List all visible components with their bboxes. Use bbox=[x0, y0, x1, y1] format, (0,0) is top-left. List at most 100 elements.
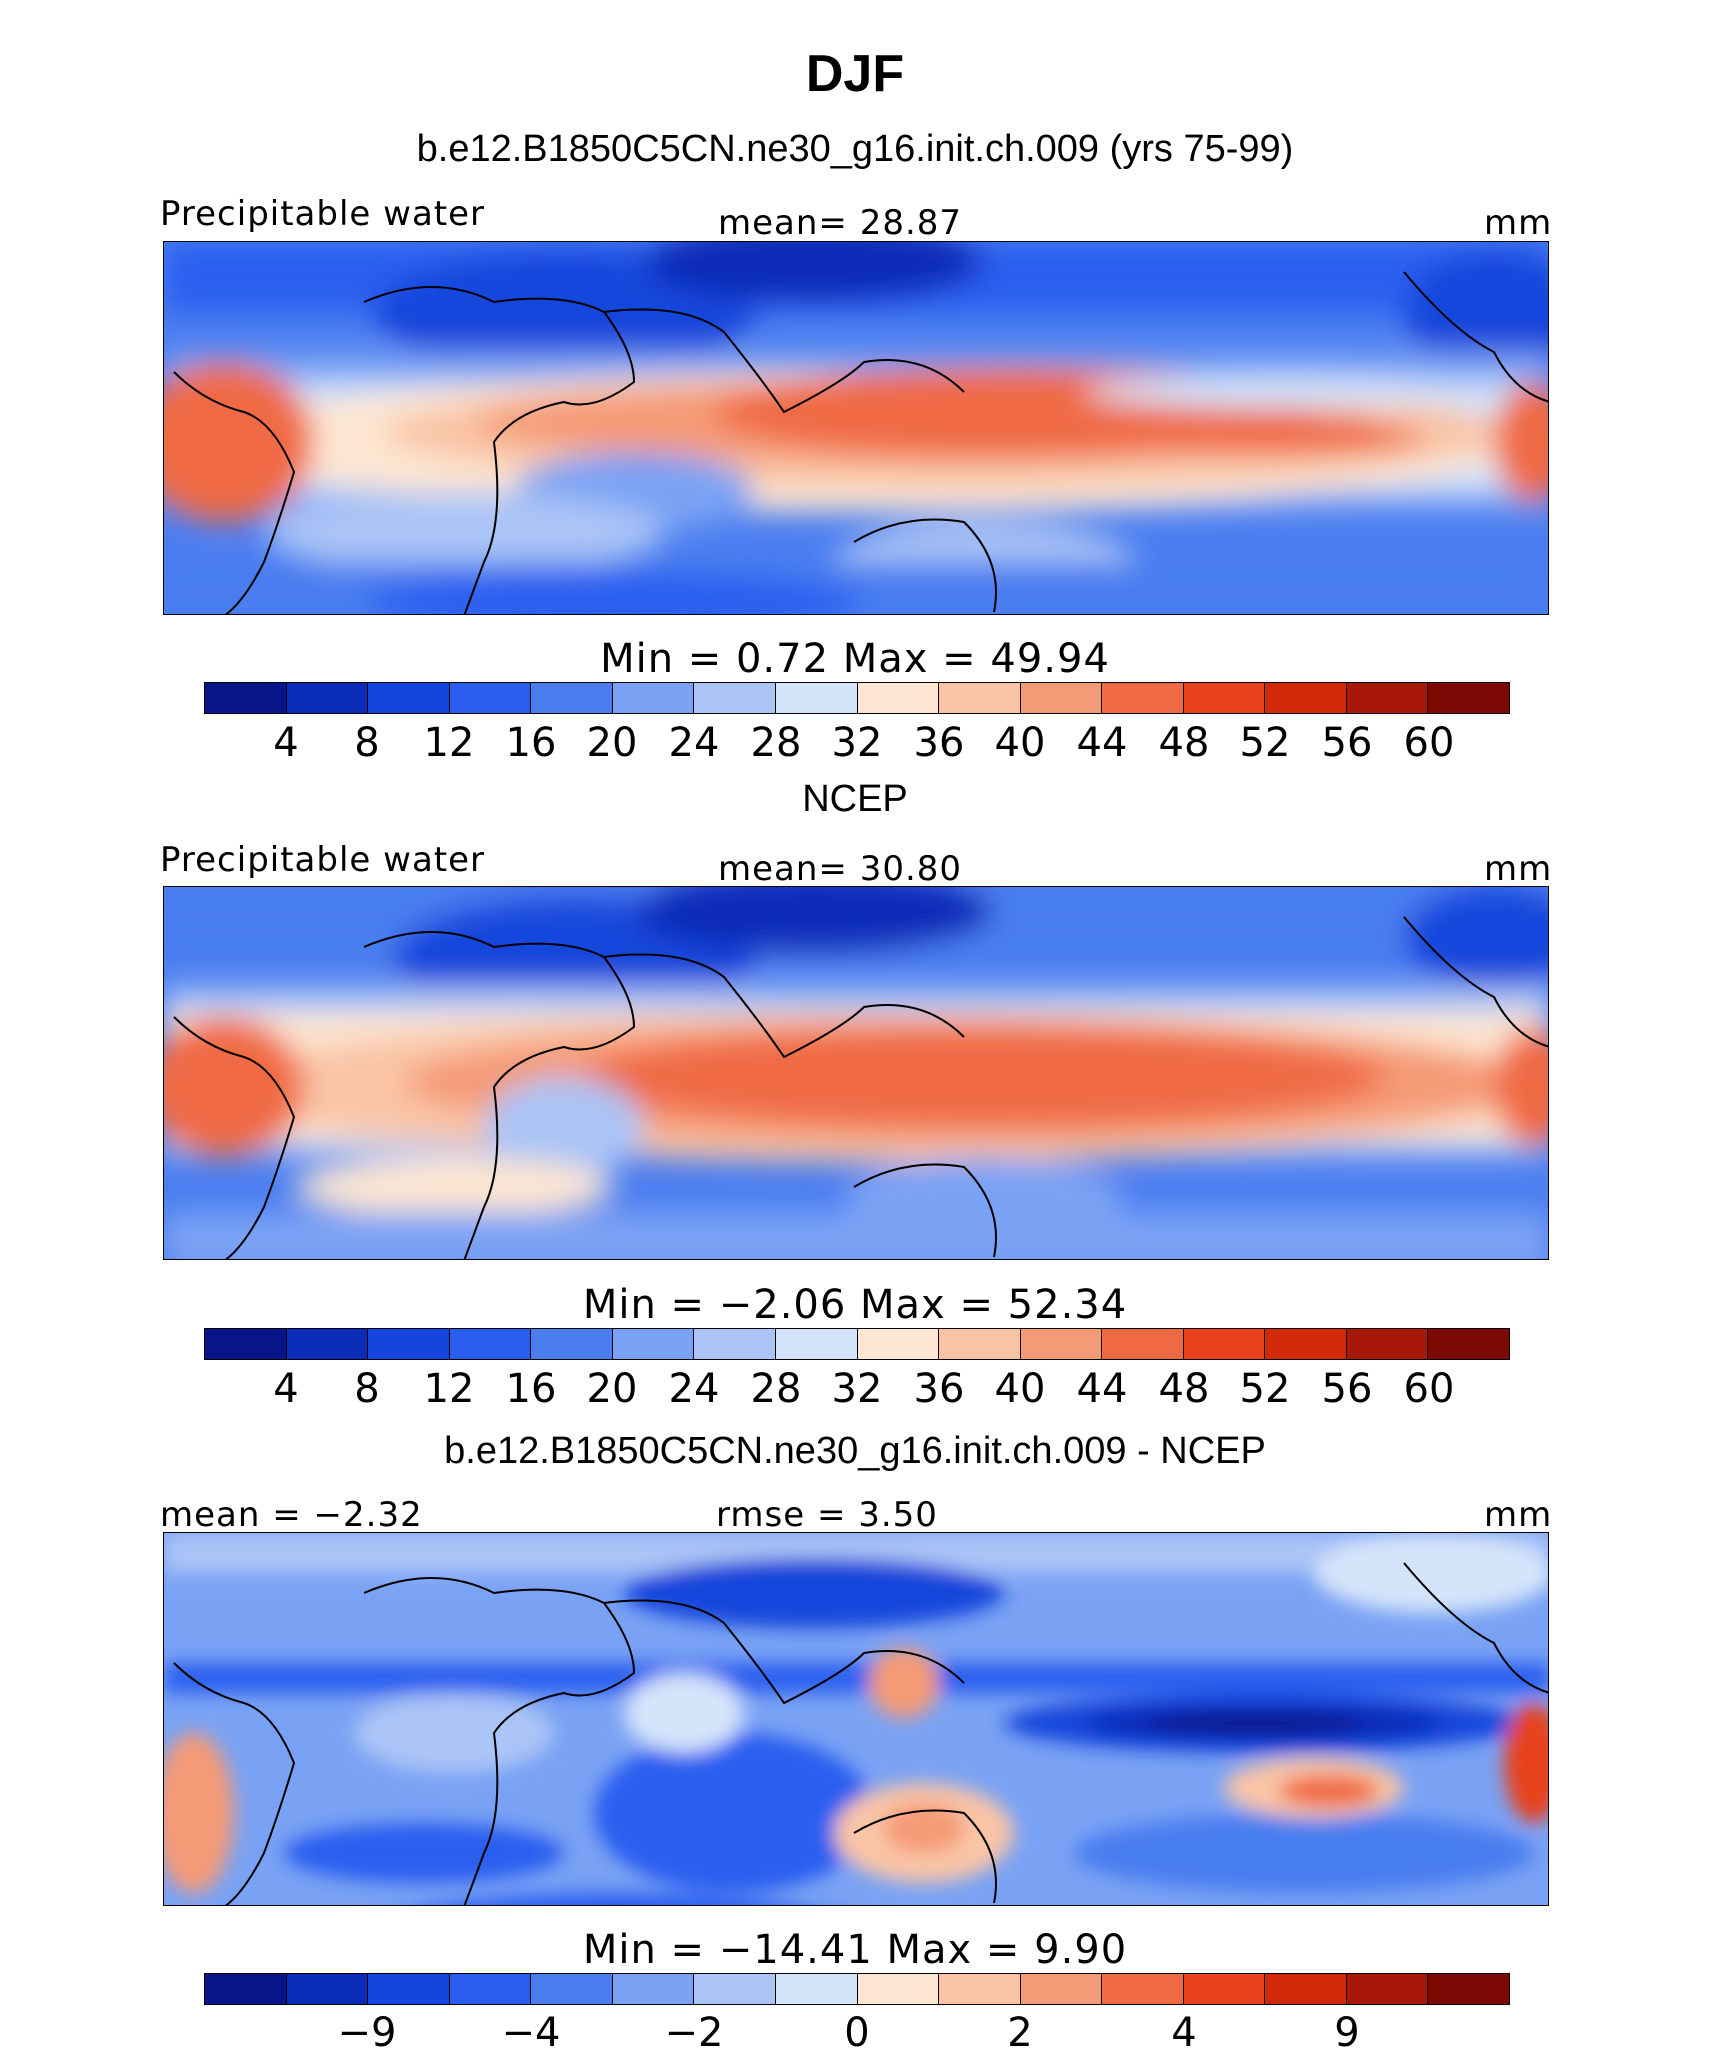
colorbar-tick: 40 bbox=[994, 720, 1046, 766]
colorbar-cell bbox=[1428, 683, 1509, 713]
colorbar-cell bbox=[612, 1974, 695, 2004]
colorbar-tick: 24 bbox=[668, 720, 720, 766]
panel1-units: mm bbox=[1484, 203, 1553, 243]
colorbar-tick: 12 bbox=[423, 1366, 475, 1412]
panel2-min-max: Min = −2.06 Max = 52.34 bbox=[582, 1282, 1128, 1328]
colorbar-tick: −2 bbox=[664, 2010, 724, 2056]
panel1-min-max: Min = 0.72 Max = 49.94 bbox=[600, 636, 1110, 682]
panel3-units: mm bbox=[1484, 1495, 1553, 1535]
panel1-map bbox=[163, 241, 1549, 615]
colorbar-cell bbox=[1346, 1329, 1429, 1359]
colorbar-cell bbox=[368, 1329, 450, 1359]
colorbar-tick: 60 bbox=[1403, 720, 1455, 766]
panel1-mean-label: mean= 28.87 bbox=[718, 203, 963, 243]
panel3-rmse-label: rmse = 3.50 bbox=[716, 1495, 938, 1535]
colorbar-cell bbox=[205, 1329, 287, 1359]
colorbar-tick: 40 bbox=[994, 1366, 1046, 1412]
colorbar-tick: 60 bbox=[1403, 1366, 1455, 1412]
colorbar-cell bbox=[1265, 1329, 1347, 1359]
north-america-coast bbox=[1403, 916, 1548, 1048]
colorbar-cell bbox=[368, 683, 450, 713]
south-america-coast bbox=[173, 1662, 296, 1905]
panel3-contour-field bbox=[164, 1533, 1548, 1905]
panel2-map bbox=[163, 886, 1549, 1260]
africa-west-coast bbox=[363, 931, 636, 1259]
panel3-colorbar bbox=[204, 1973, 1510, 2005]
colorbar-cell bbox=[1020, 1974, 1103, 2004]
colorbar-tick: 20 bbox=[586, 1366, 638, 1412]
panel3-map bbox=[163, 1532, 1549, 1906]
colorbar-tick: 32 bbox=[831, 1366, 883, 1412]
colorbar-cell bbox=[286, 683, 369, 713]
panel2-colorbar bbox=[204, 1328, 1510, 1360]
colorbar-tick: 36 bbox=[913, 720, 965, 766]
colorbar-cell bbox=[286, 1329, 369, 1359]
colorbar-tick: 44 bbox=[1076, 1366, 1128, 1412]
colorbar-tick: 28 bbox=[750, 1366, 802, 1412]
south-america-coast bbox=[173, 1016, 296, 1259]
colorbar-tick: 36 bbox=[913, 1366, 965, 1412]
colorbar-tick: 20 bbox=[586, 720, 638, 766]
panel3-mean-label: mean = −2.32 bbox=[160, 1495, 423, 1535]
colorbar-cell bbox=[1265, 1974, 1347, 2004]
colorbar-cell bbox=[286, 1974, 369, 2004]
colorbar-tick: 12 bbox=[423, 720, 475, 766]
colorbar-tick: 24 bbox=[668, 1366, 720, 1412]
asia-south-coast bbox=[603, 953, 965, 1059]
colorbar-tick: 48 bbox=[1158, 720, 1210, 766]
colorbar-tick: 56 bbox=[1321, 720, 1373, 766]
panel2-title: NCEP bbox=[802, 778, 908, 820]
colorbar-cell bbox=[449, 683, 532, 713]
colorbar-tick: 2 bbox=[1007, 2010, 1033, 2056]
colorbar-cell bbox=[1102, 1974, 1184, 2004]
australia-coast bbox=[853, 518, 997, 613]
colorbar-cell bbox=[1183, 1974, 1266, 2004]
colorbar-cell bbox=[775, 683, 858, 713]
colorbar-tick: 52 bbox=[1239, 1366, 1291, 1412]
panel2-mean-label: mean= 30.80 bbox=[718, 849, 963, 889]
colorbar-cell bbox=[1183, 1329, 1266, 1359]
colorbar-tick: 4 bbox=[273, 720, 299, 766]
colorbar-cell bbox=[1265, 683, 1347, 713]
colorbar-cell bbox=[205, 1974, 287, 2004]
africa-west-coast bbox=[363, 286, 636, 614]
colorbar-cell bbox=[205, 683, 287, 713]
colorbar-tick: 44 bbox=[1076, 720, 1128, 766]
south-america-coast bbox=[173, 371, 296, 614]
colorbar-cell bbox=[368, 1974, 450, 2004]
colorbar-tick: 52 bbox=[1239, 720, 1291, 766]
colorbar-tick: −9 bbox=[337, 2010, 397, 2056]
colorbar-cell bbox=[1428, 1974, 1509, 2004]
australia-coast bbox=[853, 1809, 997, 1904]
panel1-colorbar bbox=[204, 682, 1510, 714]
colorbar-cell bbox=[449, 1329, 532, 1359]
asia-south-coast bbox=[603, 1599, 965, 1705]
colorbar-tick: 56 bbox=[1321, 1366, 1373, 1412]
colorbar-cell bbox=[694, 1329, 776, 1359]
colorbar-cell bbox=[1102, 1329, 1184, 1359]
panel2-units: mm bbox=[1484, 849, 1553, 889]
panel2-contour-field bbox=[164, 887, 1548, 1259]
colorbar-cell bbox=[449, 1974, 532, 2004]
colorbar-cell bbox=[694, 1974, 776, 2004]
colorbar-tick: 32 bbox=[831, 720, 883, 766]
panel1-title: b.e12.B1850C5CN.ne30_g16.init.ch.009 (yr… bbox=[416, 128, 1294, 170]
panel3-min-max: Min = −14.41 Max = 9.90 bbox=[582, 1927, 1128, 1973]
colorbar-cell bbox=[775, 1329, 858, 1359]
panel1-contour-field bbox=[164, 242, 1548, 614]
colorbar-cell bbox=[1020, 1329, 1103, 1359]
colorbar-cell bbox=[612, 1329, 695, 1359]
colorbar-cell bbox=[531, 683, 613, 713]
colorbar-tick: 48 bbox=[1158, 1366, 1210, 1412]
colorbar-cell bbox=[857, 1329, 940, 1359]
colorbar-tick: 4 bbox=[273, 1366, 299, 1412]
colorbar-tick: 0 bbox=[844, 2010, 870, 2056]
colorbar-cell bbox=[939, 683, 1021, 713]
colorbar-tick: 28 bbox=[750, 720, 802, 766]
page-title: DJF bbox=[805, 45, 905, 103]
panel2-left-label: Precipitable water bbox=[160, 840, 486, 880]
colorbar-cell bbox=[1428, 1329, 1509, 1359]
asia-south-coast bbox=[603, 308, 965, 414]
colorbar-cell bbox=[531, 1974, 613, 2004]
colorbar-cell bbox=[1346, 1974, 1429, 2004]
